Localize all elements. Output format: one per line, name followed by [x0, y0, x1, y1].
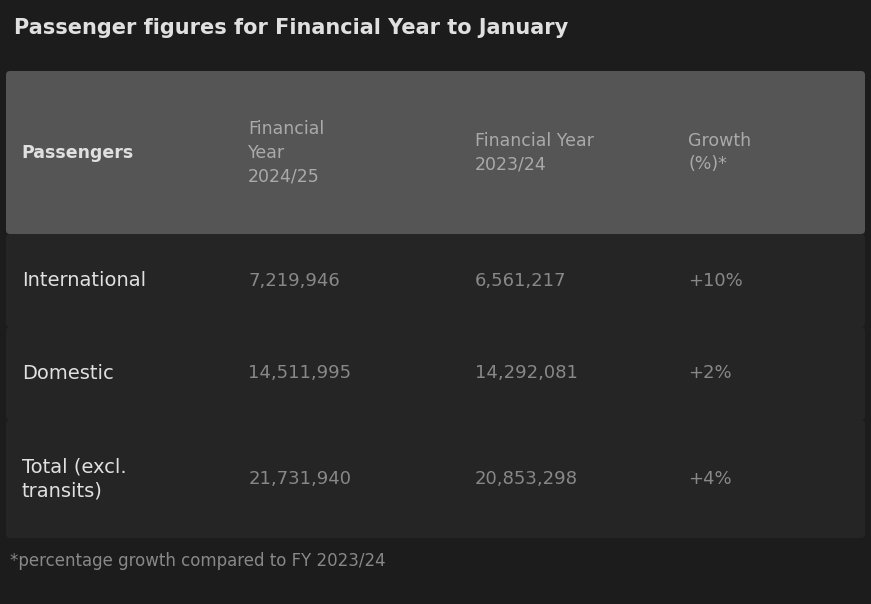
Text: *percentage growth compared to FY 2023/24: *percentage growth compared to FY 2023/2… [10, 552, 386, 570]
FancyBboxPatch shape [6, 71, 865, 234]
FancyBboxPatch shape [6, 327, 865, 420]
Text: 6,561,217: 6,561,217 [475, 272, 566, 289]
Text: +2%: +2% [688, 364, 732, 382]
Text: Domestic: Domestic [22, 364, 113, 383]
FancyBboxPatch shape [6, 234, 865, 327]
Text: Financial Year
2023/24: Financial Year 2023/24 [475, 132, 593, 173]
Text: Growth
(%)*: Growth (%)* [688, 132, 751, 173]
FancyBboxPatch shape [6, 420, 865, 538]
Text: 20,853,298: 20,853,298 [475, 470, 577, 488]
Text: International: International [22, 271, 146, 290]
Text: Financial
Year
2024/25: Financial Year 2024/25 [248, 120, 325, 185]
Text: 21,731,940: 21,731,940 [248, 470, 351, 488]
Text: Passenger figures for Financial Year to January: Passenger figures for Financial Year to … [14, 18, 568, 38]
Text: 14,511,995: 14,511,995 [248, 364, 351, 382]
Text: 14,292,081: 14,292,081 [475, 364, 577, 382]
Text: Total (excl.
transits): Total (excl. transits) [22, 458, 126, 500]
Text: Passengers: Passengers [22, 144, 134, 161]
Text: +10%: +10% [688, 272, 743, 289]
Text: 7,219,946: 7,219,946 [248, 272, 340, 289]
Text: +4%: +4% [688, 470, 732, 488]
